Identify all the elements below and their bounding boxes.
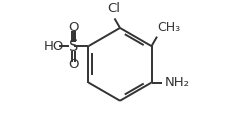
Text: S: S xyxy=(69,39,79,54)
Text: CH₃: CH₃ xyxy=(158,21,181,34)
Text: HO: HO xyxy=(44,40,64,53)
Text: Cl: Cl xyxy=(107,2,120,15)
Text: NH₂: NH₂ xyxy=(164,76,189,89)
Text: O: O xyxy=(69,21,79,34)
Text: O: O xyxy=(69,58,79,71)
